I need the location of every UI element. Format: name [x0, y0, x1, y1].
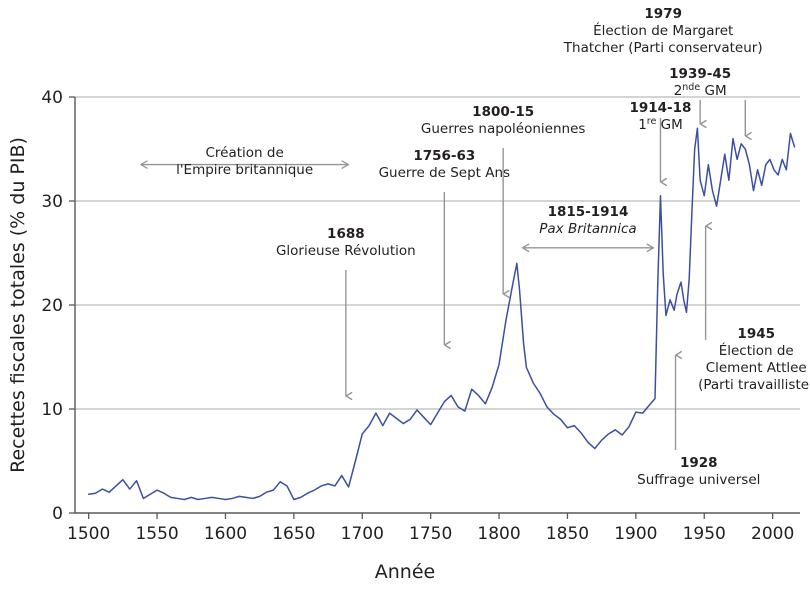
gridlines	[75, 96, 800, 410]
y-tick-label-0: 0	[52, 504, 63, 524]
1945-election-clement-attlee-label-0: Élection de	[719, 342, 794, 359]
x-tick-label-1650: 1650	[272, 524, 315, 544]
x-tick-label-1700: 1700	[341, 524, 384, 544]
data-series-group	[87, 127, 796, 501]
x-axis-title: Année	[375, 561, 435, 583]
1756-63-guerre-de-sept-ans-label-bold: 1756-63	[413, 148, 475, 164]
1815-1914-pax-britannica-label-0: Pax Britannica	[539, 221, 636, 237]
y-axis-title: Recettes fiscales totales (% du PIB)	[7, 137, 29, 473]
x-tick-label-1500: 1500	[67, 524, 110, 544]
1800-15-guerres-napoleoniennes-label-bold: 1800-15	[472, 104, 534, 120]
x-tick-label-2000: 2000	[751, 524, 794, 544]
1815-1914-pax-britannica-label-bold: 1815-1914	[548, 204, 629, 220]
y-tick-labels: 0 10 20 30 40	[41, 88, 63, 524]
1688-glorieuse-revolution-label-bold: 1688	[327, 226, 365, 242]
1939-45-seconde-guerre-mondiale-label-0: 2nde GM	[674, 82, 727, 100]
axes	[69, 96, 800, 519]
y-tick-label-10: 10	[41, 400, 63, 420]
1914-18-premiere-guerre-mondiale-label-0: 1re GM	[638, 116, 683, 134]
x-tick-label-1750: 1750	[409, 524, 452, 544]
x-tick-labels: 1500 1550 1600 1650 1700 1750 1800 1850 1900 1950…	[67, 524, 794, 544]
y-tick-label-30: 30	[41, 192, 63, 212]
x-tick-label-1600: 1600	[204, 524, 247, 544]
1979-election-margaret-thatcher-label-0: Élection de Margaret	[593, 22, 733, 39]
1939-45-seconde-guerre-mondiale-label-bold: 1939-45	[669, 66, 731, 82]
1914-18-premiere-guerre-mondiale-label-bold: 1914-18	[629, 100, 691, 116]
1979-election-margaret-thatcher-label-bold: 1979	[644, 6, 682, 22]
x-tick-label-1800: 1800	[477, 524, 520, 544]
1945-election-clement-attlee-label-2: (Parti travailliste)	[698, 377, 810, 393]
1756-63-guerre-de-sept-ans-label-0: Guerre de Sept Ans	[379, 165, 511, 181]
1800-15-guerres-napoleoniennes-label-0: Guerres napoléoniennes	[421, 121, 586, 137]
1688-glorieuse-revolution-label-0: Glorieuse Révolution	[276, 243, 416, 259]
annotation-creation-empire-britannique: Création del'Empire britannique	[140, 145, 350, 178]
x-tick-label-1550: 1550	[135, 524, 178, 544]
annotations-group: Création del'Empire britannique 1688Glori…	[140, 6, 810, 488]
x-tick-label-1950: 1950	[683, 524, 726, 544]
x-tick-label-1850: 1850	[546, 524, 589, 544]
1945-election-clement-attlee-label-1: Clement Attlee	[706, 360, 807, 376]
series-line-0	[87, 127, 796, 501]
creation-empire-britannique-label-0: Création de	[205, 145, 283, 161]
creation-empire-britannique-label-1: l'Empire britannique	[176, 162, 313, 178]
y-tick-label-20: 20	[41, 296, 63, 316]
y-tick-label-40: 40	[41, 88, 63, 108]
1928-suffrage-universel-label-0: Suffrage universel	[637, 472, 760, 488]
1945-election-clement-attlee-label-bold: 1945	[737, 326, 775, 342]
x-tick-label-1900: 1900	[614, 524, 657, 544]
1928-suffrage-universel-label-bold: 1928	[680, 455, 718, 471]
1979-election-margaret-thatcher-label-1: Thatcher (Parti conservateur)	[563, 40, 763, 56]
